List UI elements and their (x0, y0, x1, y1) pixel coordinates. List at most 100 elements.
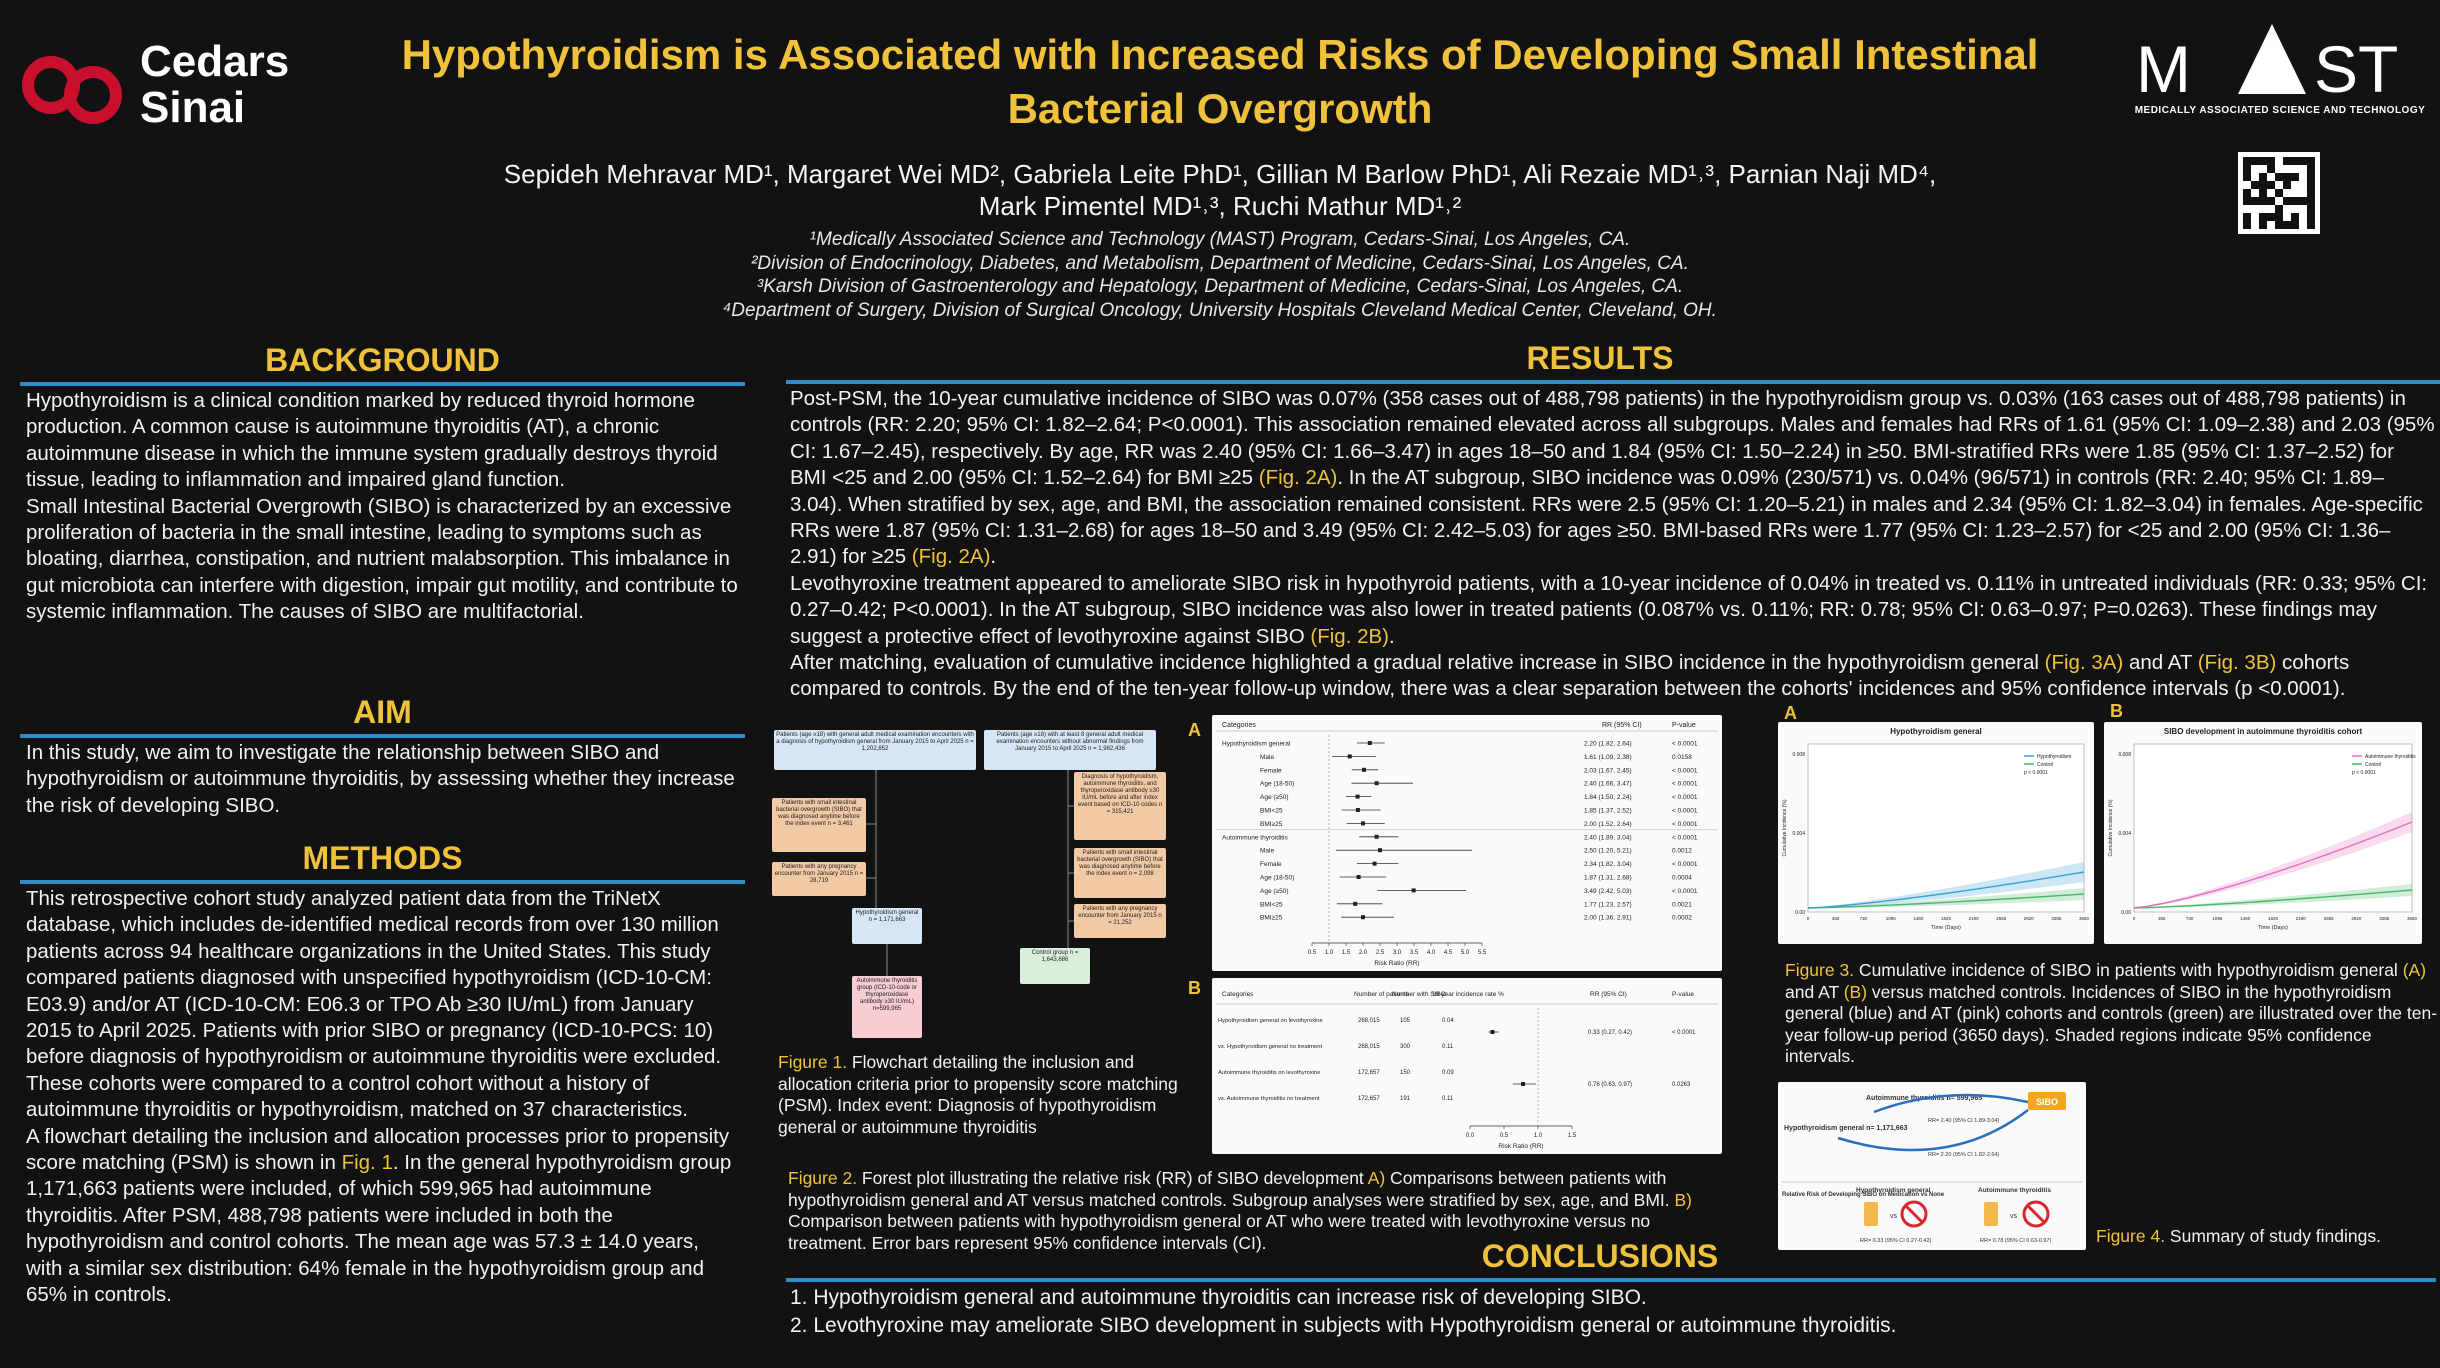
p-value: < 0.0001 (1672, 834, 1698, 841)
section-divider (20, 382, 745, 386)
qr-module (2283, 213, 2291, 221)
summary-graphic: Autoimmune thyroiditis n= 599,965 Hypoth… (1782, 1092, 2082, 1244)
rr-value: 1.61 (1.09, 2.38) (1584, 754, 1632, 761)
qr-module (2259, 173, 2267, 181)
x-tick-label: 1460 (1913, 916, 1924, 921)
column-header: Number with SIBO (1392, 991, 1446, 998)
x-tick-label: 2.5 (1376, 950, 1385, 956)
caption-text: Flowchart detailing the inclusion and al… (778, 1052, 1178, 1137)
rr-point (1361, 821, 1365, 826)
x-tick-label: 1.5 (1342, 950, 1351, 956)
row-label: BMI≥25 (1260, 821, 1283, 828)
x-tick-label: 0 (1807, 916, 1810, 921)
row-label: Hypothyroidism general on levothyroxine (1218, 1018, 1323, 1024)
results-paragraph: Post-PSM, the 10-year cumulative inciden… (790, 386, 2435, 571)
rr-value: 2.40 (1.66, 3.47) (1584, 781, 1632, 788)
rr-value: 2.20 (1.82, 2.64) (1584, 741, 1632, 748)
y-tick-label: 0.008 (2118, 752, 2131, 758)
p-value: < 0.0001 (1672, 888, 1698, 895)
qr-module (2259, 181, 2267, 189)
x-tick-label: 2190 (1969, 916, 1980, 921)
legend-label: Control (2037, 762, 2053, 768)
figure-3-caption: Figure 3. Cumulative incidence of SIBO i… (1785, 960, 2440, 1068)
row-label: Male (1260, 848, 1274, 855)
methods-paragraph: This retrospective cohort study analyzed… (26, 887, 722, 1122)
x-tick-label: 0 (2133, 916, 2136, 921)
qr-module (2275, 157, 2283, 165)
rr-value: 1.85 (1.37, 2.52) (1584, 808, 1632, 815)
methods-text-span: . In the general hypothyroidism group 1,… (26, 1151, 732, 1307)
results-text: Post-PSM, the 10-year cumulative inciden… (790, 386, 2435, 703)
qr-module (2283, 173, 2291, 181)
results-paragraph: Levothyroxine treatment appeared to amel… (790, 571, 2435, 650)
qr-module (2299, 165, 2307, 173)
qr-module (2251, 157, 2259, 165)
x-tick-label: 730 (2186, 916, 2194, 921)
qr-module (2299, 197, 2307, 205)
methods-text: This retrospective cohort study analyzed… (26, 886, 741, 1309)
rr-value: 2.00 (1.52, 2.64) (1584, 821, 1632, 828)
qr-module (2267, 189, 2275, 197)
qr-module (2299, 157, 2307, 165)
rr-value: 0.33 (0.27, 0.42) (1588, 1030, 1632, 1036)
panel-letter: A (1188, 720, 1201, 740)
caption-text: Comparisons between patients with hypoth… (788, 1168, 1675, 1210)
conclusions-heading: CONCLUSIONS (1481, 1238, 1719, 1274)
results-text-span: and AT (2123, 651, 2198, 675)
sibo-count: 300 (1400, 1044, 1411, 1050)
figure-reference: (Fig. 2A) (911, 545, 991, 569)
summary-rr: RR= 0.33 (95% CI 0.27-0.42) (1860, 1238, 1932, 1244)
p-value-label: p < 0.0001 (2352, 770, 2376, 776)
y-tick-label: 0.008 (1792, 752, 1805, 758)
rr-point (1361, 915, 1365, 920)
column-header: Categories (1222, 991, 1254, 998)
qr-module (2243, 205, 2251, 213)
qr-module (2291, 197, 2299, 205)
qr-module (2275, 221, 2283, 229)
x-tick-label: 1460 (2240, 916, 2251, 921)
affiliation: ²Division of Endocrinology, Diabetes, an… (751, 252, 1689, 274)
caption-label: Figure 1. (778, 1052, 848, 1072)
cohort-curve (1807, 871, 2085, 909)
p-value: 0.0263 (1672, 1082, 1691, 1088)
qr-code[interactable] (2238, 152, 2320, 234)
flowchart-box: Control group n = 1,643,686 (1020, 948, 1090, 984)
p-value: < 0.0001 (1672, 808, 1698, 815)
summary-rr: RR= 0.78 (95% CI 0.63-0.97) (1980, 1238, 2052, 1244)
x-tick-label: 1825 (2268, 916, 2279, 921)
summary-rr: RR= 2.40 (95% CI 1.89-3.04) (1928, 1118, 2000, 1124)
qr-module (2307, 165, 2315, 173)
incidence-value: 0.09 (1442, 1070, 1454, 1076)
flowchart-box: Patients (age ≥18) with general adult me… (774, 730, 976, 770)
qr-module (2259, 221, 2267, 229)
results-text-span: Levothyroxine treatment appeared to amel… (790, 571, 2428, 648)
results-text-span: Post-PSM, the 10-year cumulative inciden… (790, 387, 2435, 490)
rr-value: 2.50 (1.20, 5.21) (1584, 848, 1632, 855)
qr-module (2299, 205, 2307, 213)
results-paragraph: After matching, evaluation of cumulative… (790, 650, 2435, 703)
rr-value: 1.87 (1.31, 2.68) (1584, 875, 1632, 882)
rr-point (1411, 888, 1416, 893)
qr-module (2243, 157, 2251, 165)
flowchart-box: Autoimmune thyroiditis group (ICD-10-cod… (852, 976, 922, 1038)
section-divider (20, 880, 745, 884)
figure-reference: (Fig. 2B) (1310, 624, 1389, 648)
x-tick-label: 1.5 (1568, 1133, 1577, 1139)
mast-wordmark-icon: M ST (2136, 24, 2398, 106)
summary-rr: RR= 2.20 (95% CI 1.82-2.64) (1928, 1152, 2000, 1158)
x-tick-label: 2555 (1996, 916, 2007, 921)
no-medication-icon (2022, 1200, 2050, 1228)
qr-module (2291, 157, 2299, 165)
patients-value: 172,657 (1358, 1070, 1380, 1076)
x-axis-label: Time (Days) (1931, 925, 1961, 931)
rr-point (1372, 861, 1377, 866)
conclusion-item: 1. Hypothyroidism general and autoimmune… (790, 1286, 1647, 1309)
y-tick-label: 0.00 (1795, 910, 1805, 916)
x-tick-label: 3650 (2079, 916, 2090, 921)
qr-module (2251, 181, 2259, 189)
row-label: Female (1260, 767, 1282, 774)
figure-reference: Fig. 1 (341, 1151, 393, 1175)
row-label: vs. Autoimmune thyroiditis no treatment (1218, 1096, 1320, 1102)
row-label: Age (18-50) (1260, 875, 1294, 882)
